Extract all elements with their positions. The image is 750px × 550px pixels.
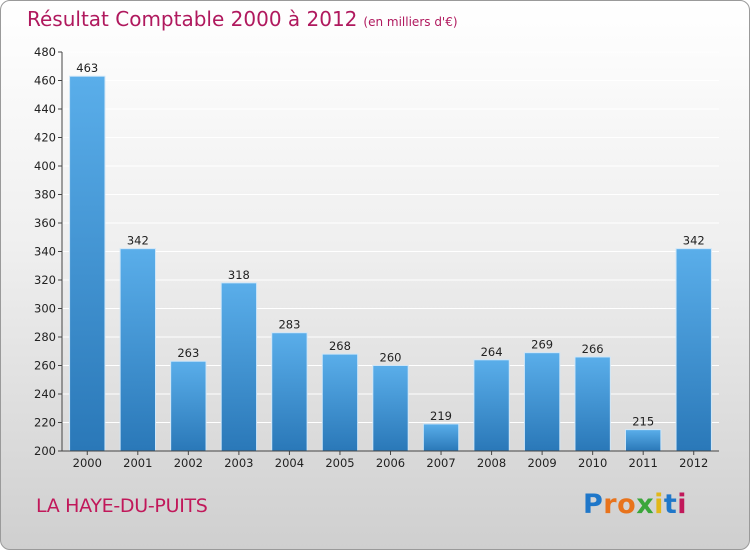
y-tick-label: 340 (34, 245, 56, 259)
data-label: 263 (177, 346, 199, 360)
x-tick-label: 2002 (174, 456, 203, 470)
x-tick-label: 2007 (426, 456, 455, 470)
bar-2009 (523, 352, 561, 452)
x-tick-label: 2010 (578, 456, 607, 470)
y-tick-label: 480 (34, 45, 56, 59)
x-tick-label: 2003 (224, 456, 253, 470)
data-label: 342 (683, 234, 705, 248)
bar-2008 (473, 359, 510, 452)
x-tick-label: 2004 (275, 456, 304, 470)
y-tick-label: 440 (34, 102, 56, 116)
y-tick-label: 380 (34, 188, 56, 202)
y-tick-label: 260 (34, 359, 56, 373)
bars (69, 75, 712, 452)
data-label: 342 (127, 234, 149, 248)
y-tick-label: 280 (34, 330, 56, 344)
y-tick-label: 220 (34, 416, 56, 430)
x-tick-label: 2000 (73, 456, 102, 470)
bar-2007 (422, 423, 460, 452)
bar-2003 (220, 282, 258, 452)
data-label: 463 (76, 61, 98, 75)
chart-title-text: Résultat Comptable 2000 à 2012 (27, 7, 358, 31)
bar-2012 (675, 248, 712, 452)
chart-unit: (en milliers d'€) (363, 15, 458, 29)
chart-title: Résultat Comptable 2000 à 2012 (en millie… (27, 7, 458, 31)
proxiti-logo[interactable]: Proxiti (583, 489, 688, 520)
city-name: LA HAYE-DU-PUITS (36, 495, 208, 517)
bar-2004 (271, 332, 308, 452)
data-label: 219 (430, 409, 452, 423)
labels: 200 220 240 260 280 300 320 340 360 380 400 420 440 4… (34, 45, 708, 470)
x-tick-label: 2001 (123, 456, 152, 470)
bar-2006 (372, 365, 409, 452)
data-label: 266 (582, 342, 604, 356)
data-label: 260 (380, 351, 402, 365)
y-tick-label: 460 (34, 74, 56, 88)
data-label: 283 (278, 318, 300, 332)
x-tick-label: 2006 (376, 456, 405, 470)
bar-2011 (625, 429, 662, 452)
bar-2010 (574, 356, 611, 452)
y-tick-label: 300 (34, 302, 56, 316)
bar-2002 (170, 360, 207, 452)
y-tick-label: 400 (34, 159, 56, 173)
data-label: 318 (228, 268, 250, 282)
bar-2000 (69, 75, 106, 452)
data-label: 269 (531, 338, 553, 352)
x-tick-label: 2009 (527, 456, 556, 470)
data-label: 268 (329, 339, 351, 353)
y-tick-label: 360 (34, 216, 56, 230)
x-tick-label: 2012 (679, 456, 708, 470)
bar-2001 (119, 248, 156, 452)
y-tick-label: 200 (34, 444, 56, 458)
data-label: 264 (481, 345, 503, 359)
y-tick-label: 320 (34, 273, 56, 287)
bar-2005 (321, 353, 359, 452)
axes (58, 51, 719, 455)
x-tick-label: 2011 (629, 456, 658, 470)
x-tick-label: 2005 (325, 456, 354, 470)
x-tick-label: 2008 (477, 456, 506, 470)
y-tick-label: 240 (34, 387, 56, 401)
y-tick-label: 420 (34, 131, 56, 145)
data-label: 215 (632, 415, 654, 429)
